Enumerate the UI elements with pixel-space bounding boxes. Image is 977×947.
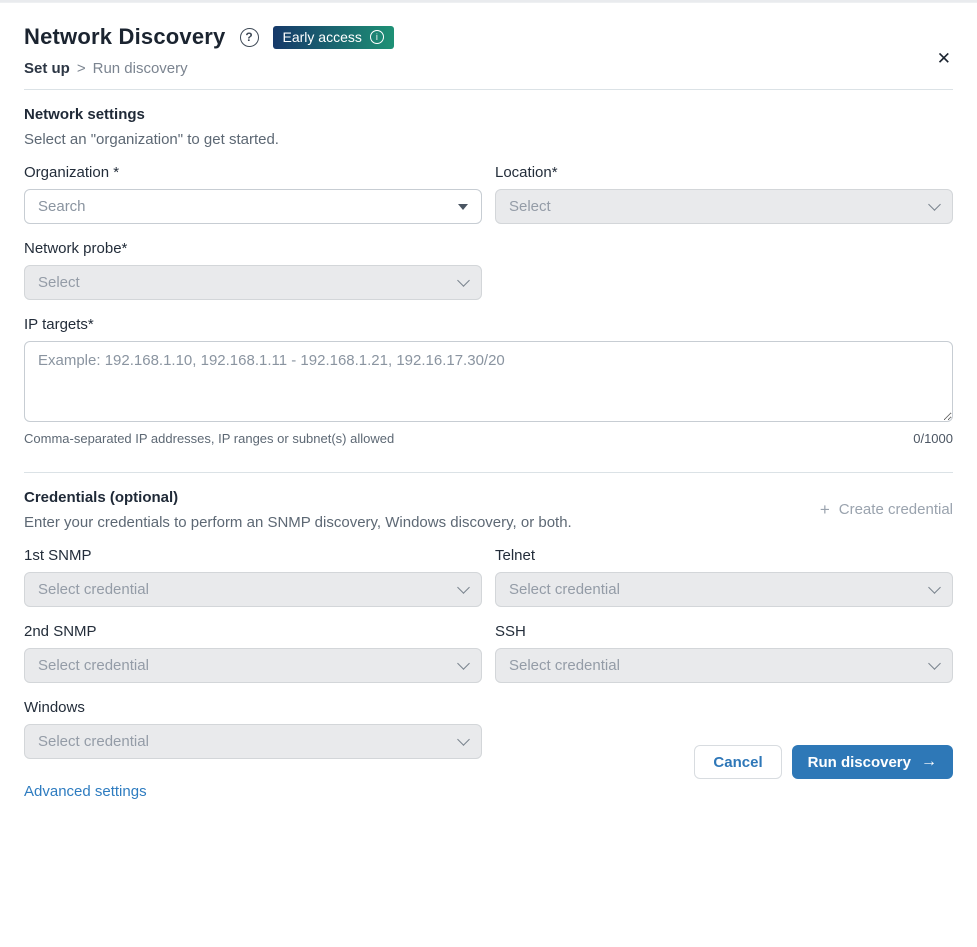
organization-combobox[interactable] xyxy=(24,189,482,224)
telnet-label: Telnet xyxy=(495,547,536,564)
run-discovery-label: Run discovery xyxy=(807,753,911,771)
network-settings-title: Network settings xyxy=(24,106,145,123)
arrow-right-icon: → xyxy=(921,753,937,770)
ip-targets-textarea[interactable] xyxy=(24,341,953,422)
ssh-field-group: SSH Select credential xyxy=(495,607,953,683)
ip-targets-helper-text: Comma-separated IP addresses, IP ranges … xyxy=(24,431,395,446)
location-field-group: Location* Select xyxy=(495,148,953,224)
organization-label: Organization * xyxy=(24,164,120,181)
ip-targets-label: IP targets* xyxy=(24,316,94,333)
grid-spacer xyxy=(495,224,953,300)
early-access-badge-label: Early access xyxy=(282,28,362,45)
caret-down-icon[interactable] xyxy=(458,203,468,210)
ip-targets-char-counter: 0/1000 xyxy=(913,431,953,446)
breadcrumb-separator: > xyxy=(76,60,86,77)
create-credential-label: Create credential xyxy=(838,501,953,518)
breadcrumb-set-up[interactable]: Set up xyxy=(24,60,70,77)
close-icon[interactable]: ✕ xyxy=(936,49,951,68)
location-select[interactable]: Select xyxy=(495,189,953,224)
advanced-settings-link[interactable]: Advanced settings xyxy=(24,783,147,800)
chevron-down-icon xyxy=(928,198,941,211)
snmp1-select[interactable]: Select credential xyxy=(24,572,482,607)
network-probe-select[interactable]: Select xyxy=(24,265,482,300)
snmp2-select[interactable]: Select credential xyxy=(24,648,482,683)
chevron-down-icon xyxy=(457,733,470,746)
network-probe-label: Network probe* xyxy=(24,240,128,257)
modal-footer: Cancel Run discovery → xyxy=(694,745,953,779)
windows-placeholder: Select credential xyxy=(38,733,149,750)
page-title: Network Discovery xyxy=(24,24,226,49)
breadcrumb-run-discovery: Run discovery xyxy=(92,60,188,77)
chevron-down-icon xyxy=(457,657,470,670)
snmp1-field-group: 1st SNMP Select credential xyxy=(24,531,482,607)
chevron-down-icon xyxy=(457,274,470,287)
organization-field-group: Organization * xyxy=(24,148,482,224)
telnet-select[interactable]: Select credential xyxy=(495,572,953,607)
windows-select[interactable]: Select credential xyxy=(24,724,482,759)
snmp1-placeholder: Select credential xyxy=(38,581,149,598)
network-probe-placeholder: Select xyxy=(38,274,80,291)
snmp2-label: 2nd SNMP xyxy=(24,623,97,640)
network-settings-grid: Organization * Location* Select Network … xyxy=(24,148,953,300)
snmp2-placeholder: Select credential xyxy=(38,657,149,674)
network-settings-subtitle: Select an "organization" to get started. xyxy=(24,131,279,148)
network-discovery-modal: ✕ Network Discovery ? Early access i Set… xyxy=(0,24,977,801)
telnet-field-group: Telnet Select credential xyxy=(495,531,953,607)
windows-field-group: Windows Select credential xyxy=(24,683,482,759)
telnet-placeholder: Select credential xyxy=(509,581,620,598)
chevron-down-icon xyxy=(928,657,941,670)
modal-header: Network Discovery ? Early access i xyxy=(24,24,953,50)
chevron-down-icon xyxy=(928,581,941,594)
credentials-title: Credentials (optional) xyxy=(24,489,179,506)
credentials-header: Credentials (optional) Enter your creden… xyxy=(24,473,953,531)
breadcrumb: Set up > Run discovery xyxy=(24,60,953,77)
create-credential-button[interactable]: + Create credential xyxy=(820,501,953,518)
cancel-button[interactable]: Cancel xyxy=(694,745,782,779)
early-access-badge: Early access i xyxy=(272,25,394,49)
plus-icon: + xyxy=(819,500,830,519)
credentials-header-text: Credentials (optional) Enter your creden… xyxy=(24,473,572,531)
window-top-edge xyxy=(0,0,977,3)
run-discovery-button[interactable]: Run discovery → xyxy=(791,745,953,779)
credentials-grid: 1st SNMP Select credential Telnet Select… xyxy=(24,531,953,759)
ssh-placeholder: Select credential xyxy=(509,657,620,674)
location-placeholder: Select xyxy=(509,198,551,215)
snmp2-field-group: 2nd SNMP Select credential xyxy=(24,607,482,683)
chevron-down-icon xyxy=(457,581,470,594)
snmp1-label: 1st SNMP xyxy=(24,547,92,564)
help-icon[interactable]: ? xyxy=(239,27,259,47)
network-probe-field-group: Network probe* Select xyxy=(24,224,482,300)
location-label: Location* xyxy=(495,164,558,181)
header-divider xyxy=(24,89,953,90)
ip-targets-helper-row: Comma-separated IP addresses, IP ranges … xyxy=(24,431,953,446)
ssh-select[interactable]: Select credential xyxy=(495,648,953,683)
info-icon[interactable]: i xyxy=(369,29,384,44)
windows-label: Windows xyxy=(24,699,85,716)
credentials-subtitle: Enter your credentials to perform an SNM… xyxy=(24,514,572,531)
section-divider xyxy=(24,472,953,473)
organization-search-input[interactable] xyxy=(38,198,450,215)
ssh-label: SSH xyxy=(495,623,526,640)
